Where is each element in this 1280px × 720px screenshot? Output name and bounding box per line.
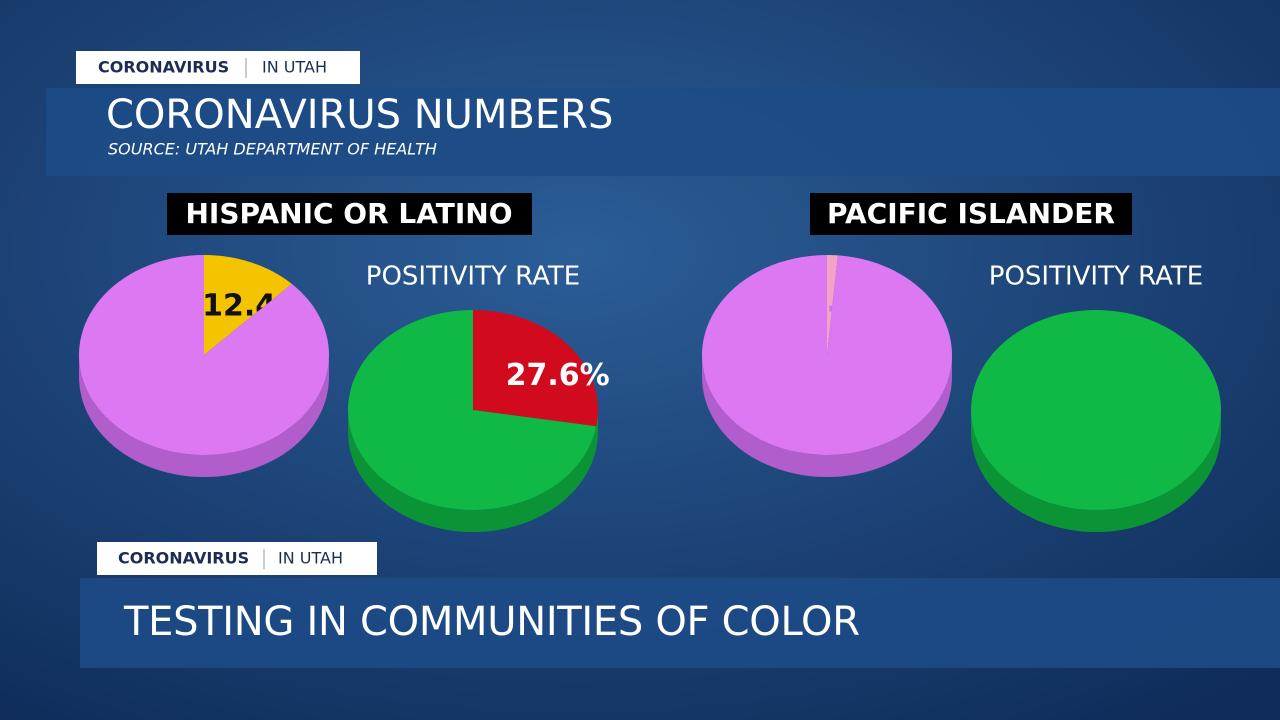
pie-slice — [204, 255, 292, 355]
tag-place: IN UTAH — [262, 58, 327, 77]
pie-side — [79, 355, 329, 477]
source: SOURCE: UTAH DEPARTMENT OF HEALTH — [108, 140, 437, 159]
pie-side — [971, 410, 1221, 532]
pie-side — [348, 410, 598, 532]
pie-slice — [348, 310, 597, 511]
pie-slice — [78, 255, 329, 455]
tag-box — [76, 51, 360, 84]
tag-box — [97, 542, 377, 575]
title: CORONAVIRUS NUMBERS — [106, 92, 613, 138]
title-band — [46, 88, 1280, 176]
charts: 12.4%27.6%POSITIVITY RATE1.4%POSITIVITY … — [78, 255, 1221, 532]
group-box — [810, 193, 1132, 235]
pie-slice — [473, 310, 599, 427]
headline: TESTING IN COMMUNITIES OF COLOR — [123, 599, 860, 645]
chart-title: POSITIVITY RATE — [989, 262, 1203, 292]
pie-slice — [971, 310, 1221, 510]
tag: CORONAVIRUS — [118, 549, 249, 568]
chart-title: POSITIVITY RATE — [366, 262, 580, 292]
tag-place: IN UTAH — [278, 549, 343, 568]
pie-slice — [701, 255, 952, 456]
tag: CORONAVIRUS — [98, 58, 229, 77]
group-title: PACIFIC ISLANDER — [827, 197, 1115, 230]
pie-slice — [827, 255, 838, 355]
group-box — [167, 193, 532, 235]
lower-third-band — [80, 578, 1280, 668]
value-label: 27.6% — [506, 358, 610, 393]
pie-side — [702, 355, 952, 477]
group-title: HISPANIC OR LATINO — [186, 197, 513, 230]
